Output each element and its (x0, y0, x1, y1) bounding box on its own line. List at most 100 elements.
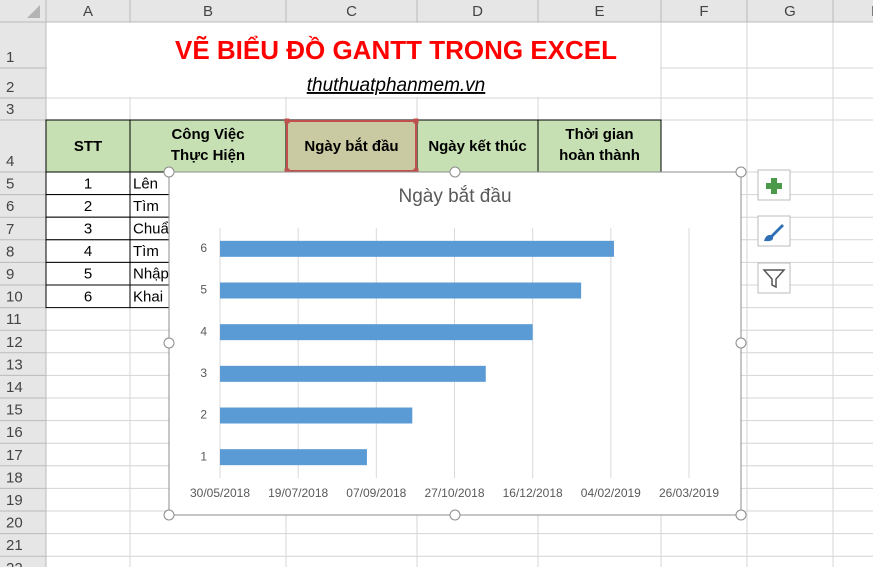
table-cell-text: Tìm (133, 243, 159, 260)
row-header[interactable]: 7 (6, 221, 14, 238)
row-header[interactable]: 6 (6, 198, 14, 215)
x-tick-label: 16/12/2018 (503, 486, 563, 500)
table-cell-text: 6 (84, 288, 92, 305)
selection-handle (284, 168, 290, 174)
x-tick-label: 27/10/2018 (424, 486, 484, 500)
x-tick-label: 04/02/2019 (581, 486, 641, 500)
column-header[interactable]: H (871, 3, 873, 20)
table-cell-text: 3 (84, 220, 92, 237)
table-cell-text: Tìm (133, 198, 159, 215)
sheet-title: VẼ BIỂU ĐỒ GANTT TRONG EXCEL (175, 35, 617, 65)
chart-elements-button[interactable] (757, 169, 791, 201)
bar (220, 324, 533, 341)
row-header[interactable]: 14 (6, 379, 23, 396)
x-tick-label: 07/09/2018 (346, 486, 406, 500)
brush-icon (764, 224, 784, 242)
table-header-cell (285, 119, 418, 173)
select-all[interactable] (27, 5, 40, 18)
bar (220, 240, 614, 257)
table-header-text: Công Việc (171, 126, 244, 143)
chart-title: Ngày bắt đầu (398, 185, 511, 207)
title-bg (47, 23, 660, 97)
chart-handle[interactable] (735, 166, 747, 178)
table-cell-text: 4 (84, 243, 92, 260)
sheet-link[interactable]: thuthuatphanmem.vn (307, 75, 486, 96)
table-cell-text: 2 (84, 198, 92, 215)
row-header[interactable]: 12 (6, 334, 23, 351)
table-header-cell (45, 119, 131, 173)
row-header[interactable]: 20 (6, 515, 23, 532)
row-header[interactable]: 17 (6, 447, 23, 464)
chart-handle[interactable] (163, 509, 175, 521)
filter-icon (762, 269, 786, 289)
row-header[interactable]: 3 (6, 101, 14, 118)
row-header[interactable]: 15 (6, 402, 23, 419)
column-header[interactable]: B (203, 3, 213, 20)
table-cell-text: Chuẩ (133, 220, 170, 237)
row-header[interactable]: 9 (6, 266, 14, 283)
table-header-text: Ngày bắt đầu (304, 137, 398, 155)
table-header-cell (129, 119, 287, 173)
column-header[interactable]: G (784, 3, 796, 20)
plus-icon (766, 178, 782, 194)
x-tick-label: 30/05/2018 (190, 486, 250, 500)
row-header-bar (0, 22, 46, 567)
selected-cell (286, 120, 417, 172)
column-header[interactable]: C (346, 3, 357, 20)
chart-handle[interactable] (449, 509, 461, 521)
column-header[interactable]: F (699, 3, 708, 20)
chart-handle[interactable] (449, 166, 461, 178)
row-header[interactable]: 13 (6, 356, 23, 373)
selection-handle (284, 118, 290, 124)
button-frame (757, 215, 791, 247)
chart-handle[interactable] (735, 509, 747, 521)
table-header-text: hoàn thành (559, 147, 640, 164)
column-header[interactable]: D (472, 3, 483, 20)
y-tick-label: 6 (200, 241, 207, 255)
table-header-text: Thực Hiện (171, 147, 245, 164)
bar (220, 407, 413, 424)
row-header[interactable]: 16 (6, 424, 23, 441)
bar (220, 365, 486, 382)
row-header[interactable]: 19 (6, 492, 23, 509)
chart-filters-button[interactable] (757, 262, 791, 294)
table-cell-text: 5 (84, 266, 92, 283)
table-header-text: Ngày kết thúc (428, 138, 526, 155)
chart-styles-button[interactable] (757, 215, 791, 247)
selection-handle (413, 168, 419, 174)
row-header[interactable]: 5 (6, 176, 14, 193)
row-header[interactable]: 18 (6, 469, 23, 486)
row-header[interactable]: 21 (6, 537, 23, 554)
column-header[interactable]: E (594, 3, 604, 20)
chart-handle[interactable] (735, 337, 747, 349)
x-tick-label: 26/03/2019 (659, 486, 719, 500)
x-tick-label: 19/07/2018 (268, 486, 328, 500)
row-header[interactable]: 10 (6, 289, 23, 306)
y-tick-label: 3 (200, 366, 207, 380)
column-header-bar (0, 0, 873, 22)
y-tick-label: 5 (200, 283, 207, 297)
bar (220, 282, 582, 299)
row-header[interactable]: 22 (6, 560, 23, 567)
table-header-text: STT (74, 138, 102, 155)
selection-handle (413, 118, 419, 124)
y-tick-label: 4 (200, 324, 207, 338)
chart-handle[interactable] (163, 337, 175, 349)
row-header[interactable]: 4 (6, 153, 14, 170)
row-header[interactable]: 11 (6, 311, 22, 328)
table-cell-text: Nhập (133, 266, 169, 283)
bar (220, 449, 367, 466)
row-header[interactable]: 8 (6, 243, 14, 260)
row-header[interactable]: 2 (6, 79, 14, 96)
y-tick-label: 2 (200, 408, 207, 422)
table-header-text: Thời gian (565, 126, 633, 143)
row-header[interactable]: 1 (6, 49, 14, 66)
table-header-cell (537, 119, 662, 173)
table-cell-text: Khai (133, 288, 163, 305)
column-header[interactable]: A (83, 3, 93, 20)
chart-handle[interactable] (163, 166, 175, 178)
table-cell-text: Lên (133, 175, 158, 192)
y-tick-label: 1 (200, 449, 207, 463)
